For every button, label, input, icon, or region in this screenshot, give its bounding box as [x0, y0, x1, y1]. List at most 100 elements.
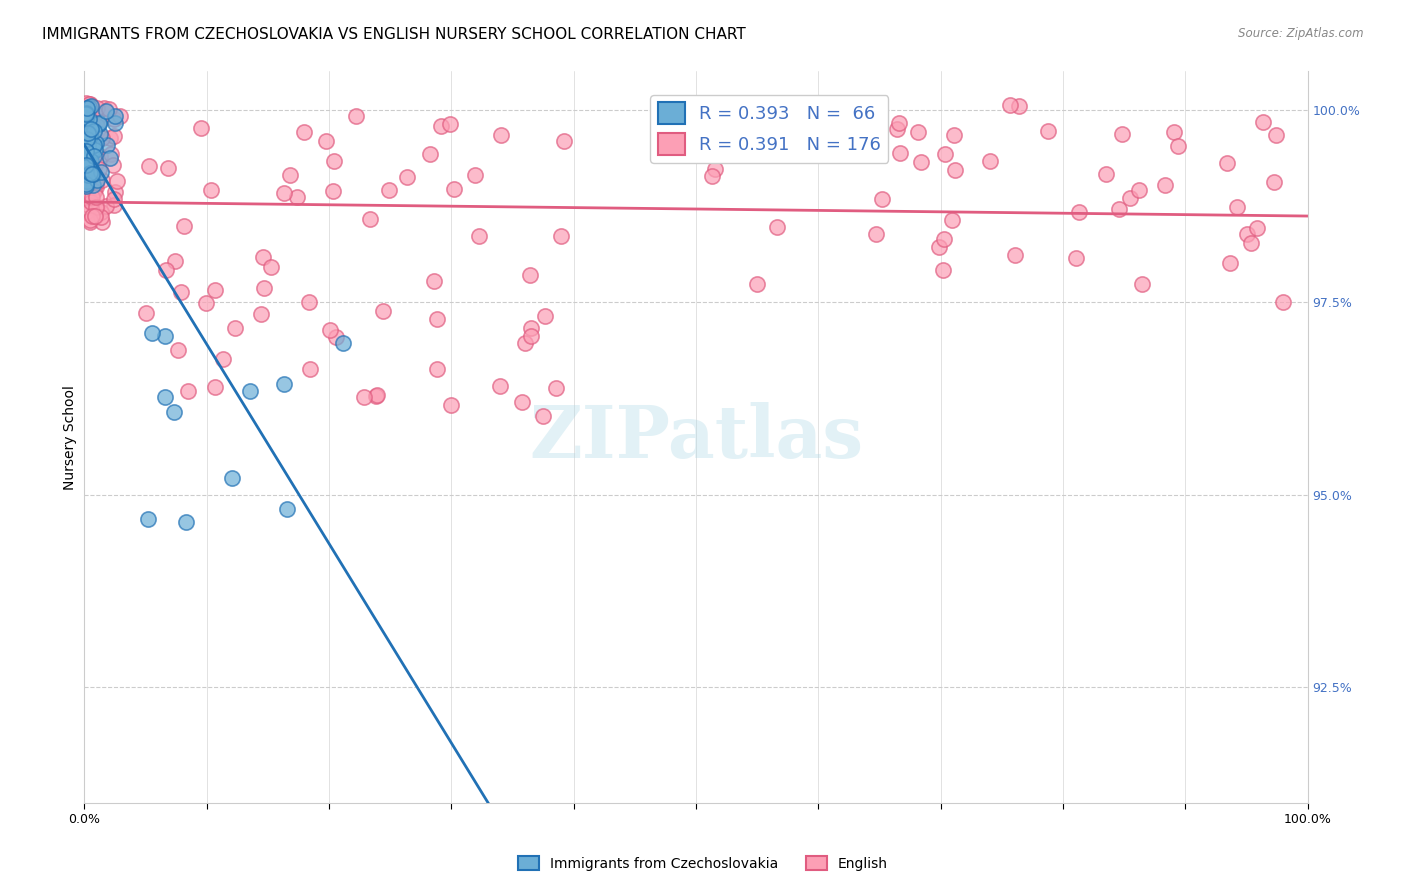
Point — [364, 389, 387, 403]
Point — [253, 281, 276, 295]
Point — [170, 285, 193, 300]
Point — [90, 211, 112, 225]
Point — [77, 100, 100, 114]
Point — [76, 132, 98, 146]
Point — [531, 409, 554, 423]
Point — [463, 168, 485, 182]
Point — [75, 175, 97, 189]
Point — [83, 184, 105, 198]
Point — [325, 330, 347, 344]
Point — [520, 321, 543, 335]
Point — [90, 131, 112, 145]
Point — [224, 320, 246, 334]
Point — [77, 125, 100, 139]
Point — [76, 154, 98, 169]
Point — [83, 149, 105, 163]
Point — [1226, 200, 1249, 214]
Point — [872, 192, 894, 206]
Point — [84, 189, 107, 203]
Point — [80, 121, 103, 136]
Point — [260, 260, 283, 274]
Point — [1263, 175, 1285, 189]
Point — [77, 112, 100, 127]
Point — [75, 161, 97, 176]
Point — [889, 146, 911, 161]
Point — [76, 192, 98, 206]
Point — [86, 119, 108, 133]
Point — [75, 144, 97, 158]
Point — [1128, 182, 1150, 196]
Point — [84, 209, 107, 223]
Point — [80, 209, 103, 223]
Point — [80, 117, 103, 131]
Legend: Immigrants from Czechoslovakia, English: Immigrants from Czechoslovakia, English — [512, 850, 894, 876]
Point — [489, 379, 512, 393]
Point — [1246, 220, 1268, 235]
Point — [943, 128, 966, 142]
Point — [75, 161, 97, 175]
Point — [426, 311, 449, 326]
Point — [93, 101, 115, 115]
Point — [76, 157, 98, 171]
Point — [998, 98, 1021, 112]
Point — [204, 380, 226, 394]
Point — [89, 117, 111, 131]
Point — [82, 105, 104, 120]
Point — [515, 335, 537, 350]
Point — [166, 343, 188, 358]
Point — [90, 205, 112, 219]
Point — [1067, 204, 1090, 219]
Point — [745, 277, 768, 291]
Point — [173, 219, 195, 233]
Point — [292, 125, 315, 139]
Point — [1251, 115, 1274, 129]
Point — [75, 168, 97, 182]
Point — [75, 196, 97, 211]
Point — [80, 143, 103, 157]
Point — [298, 294, 321, 309]
Point — [84, 144, 107, 158]
Point — [75, 106, 97, 120]
Point — [98, 151, 121, 165]
Point — [75, 145, 97, 160]
Point — [550, 229, 572, 244]
Point — [82, 155, 104, 169]
Point — [141, 326, 163, 341]
Point — [79, 144, 101, 158]
Point — [934, 147, 956, 161]
Point — [1130, 277, 1153, 291]
Point — [75, 111, 97, 125]
Point — [276, 502, 298, 516]
Point — [344, 109, 367, 123]
Point — [510, 395, 533, 409]
Point — [1008, 99, 1031, 113]
Point — [83, 128, 105, 142]
Point — [86, 113, 108, 128]
Point — [273, 376, 295, 391]
Point — [419, 147, 441, 161]
Point — [79, 99, 101, 113]
Point — [83, 138, 105, 153]
Point — [278, 169, 301, 183]
Point — [76, 123, 98, 137]
Point — [84, 156, 107, 170]
Point — [87, 162, 110, 177]
Point — [90, 215, 112, 229]
Point — [426, 362, 449, 376]
Point — [519, 268, 541, 283]
Point — [104, 115, 127, 129]
Point — [741, 143, 763, 157]
Point — [520, 329, 543, 343]
Point — [75, 107, 97, 121]
Point — [250, 307, 273, 321]
Point — [75, 109, 97, 123]
Point — [77, 107, 100, 121]
Point — [77, 140, 100, 154]
Point — [77, 152, 100, 166]
Point — [104, 186, 127, 200]
Point — [886, 121, 908, 136]
Point — [103, 112, 125, 127]
Point — [104, 109, 127, 123]
Point — [1095, 167, 1118, 181]
Point — [75, 179, 97, 194]
